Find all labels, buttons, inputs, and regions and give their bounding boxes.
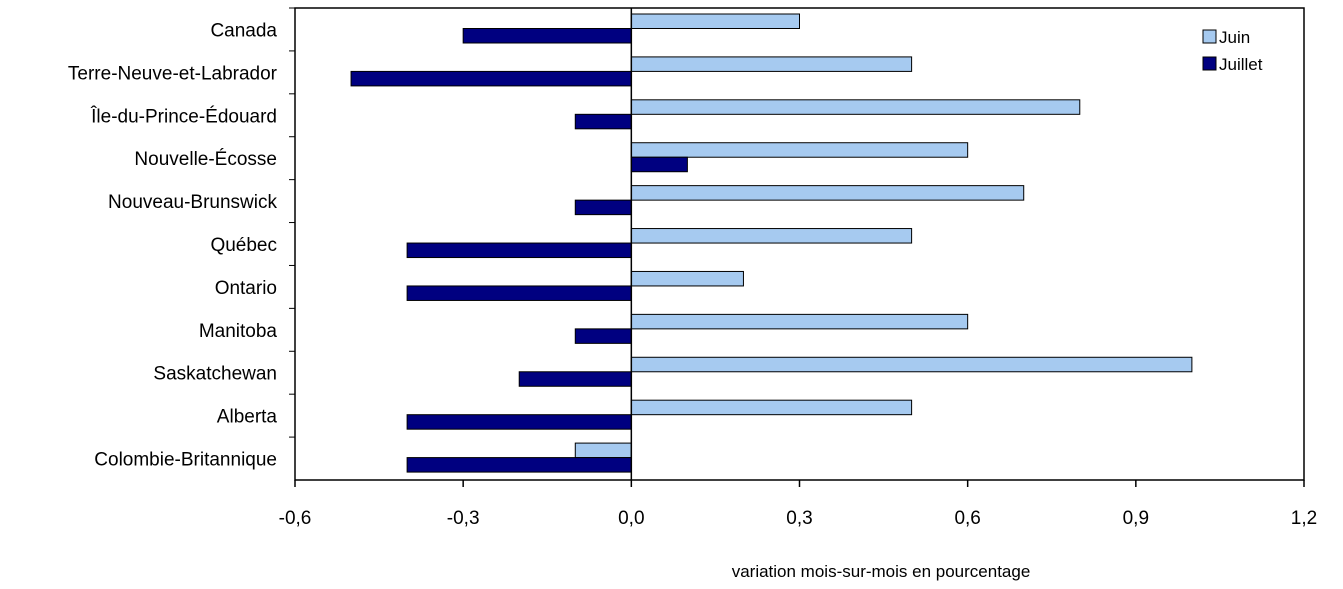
- category-label: Québec: [210, 235, 277, 256]
- legend: Juin Juillet: [1202, 28, 1263, 74]
- x-tick-label: 0,3: [786, 508, 812, 529]
- category-label: Terre-Neuve-et-Labrador: [68, 63, 278, 84]
- category-label: Saskatchewan: [153, 364, 277, 385]
- x-axis-ticks: -0,6 -0,3 0,0 0,3 0,6 0,9 1,2: [279, 480, 1317, 529]
- category-label: Nouvelle-Écosse: [134, 149, 277, 170]
- category-labels: Canada Terre-Neuve-et-Labrador Île-du-Prin…: [68, 7, 295, 471]
- bar-juillet-1: [350, 70, 632, 87]
- bar-juin-8: [630, 356, 1193, 373]
- legend-swatch-juin: [1202, 29, 1217, 44]
- bar-juillet-3: [630, 156, 688, 173]
- bars-layer: [350, 13, 1193, 473]
- bar-juin-4: [630, 185, 1025, 201]
- bar-juin-5: [630, 228, 913, 244]
- x-tick-label: -0,6: [279, 508, 312, 529]
- x-tick-label: 0,0: [618, 508, 644, 529]
- category-label: Alberta: [217, 407, 278, 428]
- bar-juin-3: [630, 142, 969, 158]
- category-label: Colombie-Britannique: [94, 450, 277, 471]
- x-tick-label: 1,2: [1291, 508, 1317, 529]
- x-tick-label: 0,9: [1123, 508, 1149, 529]
- bar-juillet-6: [406, 285, 632, 301]
- bar-juillet-2: [574, 113, 632, 130]
- x-axis-label: variation mois-sur-mois en pourcentage: [732, 562, 1031, 581]
- bar-juin-6: [630, 270, 744, 287]
- bar-juillet-5: [406, 242, 632, 259]
- x-tick-label: -0,3: [447, 508, 480, 529]
- bar-juin-1: [630, 56, 913, 72]
- category-label: Ontario: [215, 278, 277, 299]
- category-label: Canada: [210, 20, 277, 41]
- legend-swatch-juillet: [1202, 56, 1217, 71]
- bar-juin-2: [630, 99, 1081, 115]
- bar-juillet-9: [406, 414, 632, 430]
- bar-juin-7: [630, 313, 969, 330]
- bar-juin-0: [630, 13, 800, 29]
- bar-juillet-8: [518, 371, 632, 387]
- bar-juin-9: [630, 399, 913, 416]
- x-tick-label: 0,6: [954, 508, 980, 529]
- bar-juin-10: [574, 442, 632, 459]
- legend-label-juin: Juin: [1219, 28, 1250, 47]
- bar-juillet-7: [574, 328, 632, 344]
- category-label: Île-du-Prince-Édouard: [90, 105, 277, 127]
- bar-juillet-0: [462, 28, 632, 44]
- bar-juillet-4: [574, 199, 632, 216]
- legend-label-juillet: Juillet: [1219, 55, 1263, 74]
- category-label: Manitoba: [199, 321, 278, 342]
- bar-juillet-10: [406, 457, 632, 473]
- category-label: Nouveau-Brunswick: [108, 192, 277, 213]
